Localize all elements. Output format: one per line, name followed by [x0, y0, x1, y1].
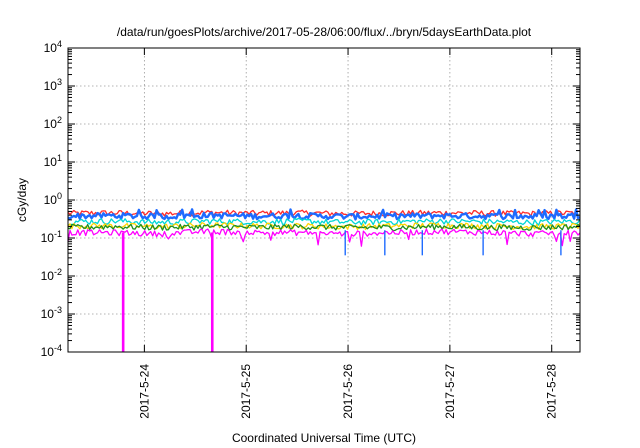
series-line — [67, 217, 581, 227]
y-tick-exponent: 1 — [57, 153, 62, 163]
y-tick-exponent: -2 — [54, 267, 62, 277]
x-tick-label: 2017-5-28 — [545, 364, 559, 419]
y-tick-exponent: -4 — [54, 343, 62, 353]
y-tick-base: 10 — [44, 155, 58, 169]
y-tick-label: 10-1 — [41, 229, 62, 245]
x-axis-label: Coordinated Universal Time (UTC) — [232, 431, 416, 445]
y-tick-base: 10 — [41, 269, 55, 283]
y-tick-base: 10 — [41, 231, 55, 245]
y-tick-label: 104 — [44, 39, 62, 55]
chart-title: /data/run/goesPlots/archive/2017-05-28/0… — [117, 25, 532, 39]
y-tick-label: 103 — [44, 77, 62, 93]
axis-layer: 10-410-310-210-11001011021031042017-5-24… — [41, 39, 580, 419]
y-tick-base: 10 — [44, 79, 58, 93]
x-tick-label: 2017-5-24 — [137, 364, 151, 419]
y-tick-label: 10-3 — [41, 305, 62, 321]
y-tick-exponent: 2 — [57, 115, 62, 125]
y-tick-exponent: 0 — [57, 191, 62, 201]
y-axis-label: cGy/day — [15, 178, 29, 222]
y-tick-exponent: -3 — [54, 305, 62, 315]
y-tick-base: 10 — [44, 117, 58, 131]
y-tick-label: 100 — [44, 191, 62, 207]
x-tick-label: 2017-5-26 — [341, 364, 355, 419]
grid-layer — [68, 48, 580, 352]
y-tick-exponent: -1 — [54, 229, 62, 239]
series-line — [67, 208, 581, 221]
y-tick-label: 10-4 — [41, 343, 62, 359]
y-tick-label: 10-2 — [41, 267, 62, 283]
y-tick-base: 10 — [44, 193, 58, 207]
y-tick-exponent: 3 — [57, 77, 62, 87]
y-tick-base: 10 — [41, 345, 55, 359]
y-tick-label: 101 — [44, 153, 62, 169]
series-line — [67, 223, 581, 232]
x-tick-label: 2017-5-25 — [239, 364, 253, 419]
series-layer — [67, 208, 581, 352]
y-tick-base: 10 — [44, 41, 58, 55]
x-tick-label: 2017-5-27 — [443, 364, 457, 419]
y-tick-exponent: 4 — [57, 39, 62, 49]
y-tick-label: 102 — [44, 115, 62, 131]
series-line — [67, 228, 581, 247]
y-tick-base: 10 — [41, 307, 55, 321]
